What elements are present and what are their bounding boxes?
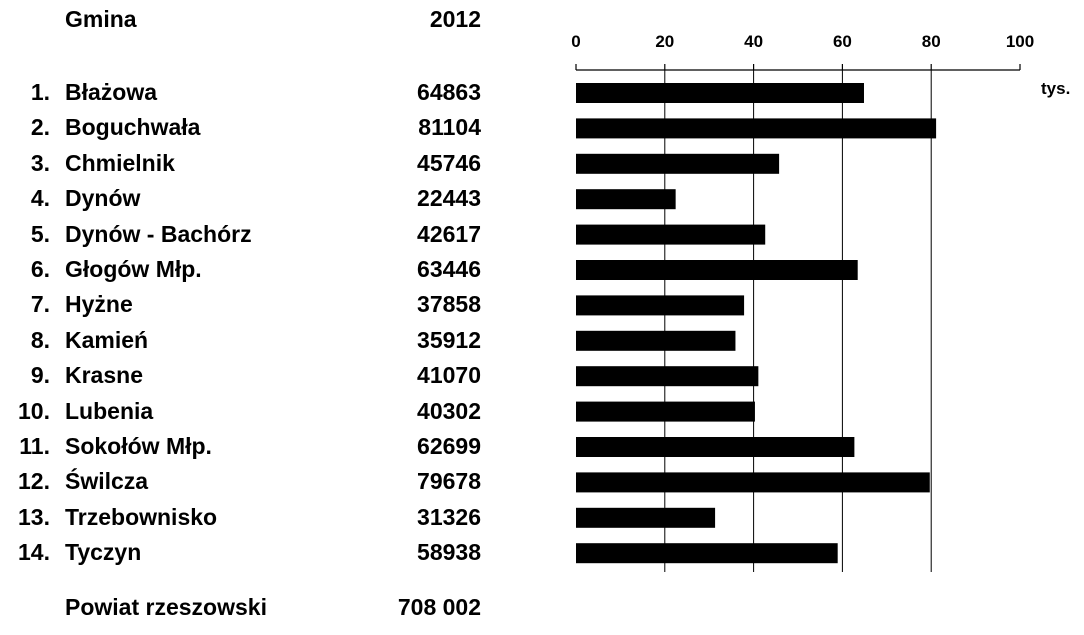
row-value: 35912 [417,326,481,353]
row-value: 42617 [417,220,481,247]
bar [576,401,755,422]
x-tick-label: 0 [571,32,580,51]
bar [576,507,716,528]
row-rank: 5. [30,220,50,247]
row-rank: 14. [18,539,50,566]
row-rank: 12. [18,468,50,495]
row-value: 62699 [417,433,481,459]
row-gmina-name: Głogów Młp. [65,256,202,282]
row-gmina-name: Świlcza [65,468,149,495]
row-rank: 8. [30,326,50,353]
bar [576,83,864,103]
row-gmina-name: Kamień [65,326,149,353]
header-gmina: Gmina [65,6,137,32]
row-rank: 1. [30,79,50,105]
bar [576,118,937,139]
row-rank: 7. [30,291,50,318]
row-value: 58938 [417,539,481,566]
row-value: 45746 [417,149,481,176]
row-rank: 4. [30,185,50,212]
row-value: 63446 [417,256,481,282]
row-value: 22443 [417,185,481,212]
bar [576,330,736,351]
row-gmina-name: Trzebownisko [65,503,218,530]
row-gmina-name: Dynów - Bachórz [65,220,252,247]
bar [576,295,745,316]
bar [576,472,930,493]
row-rank: 9. [30,362,50,389]
row-gmina-name: Lubenia [65,397,154,424]
row-gmina-name: Chmielnik [65,149,175,176]
unit-label: tys. [1041,79,1070,98]
x-tick-label: 100 [1006,32,1034,51]
row-rank: 2. [30,114,50,141]
row-gmina-name: Tyczyn [65,539,142,566]
bar [576,260,858,280]
row-value: 41070 [417,362,481,389]
row-rank: 6. [30,256,50,282]
bar [576,437,855,457]
header-year: 2012 [429,6,481,32]
row-gmina-name: Dynów [65,185,141,212]
bar [576,153,780,174]
bar [576,366,759,387]
row-gmina-name: Krasne [65,362,143,389]
row-rank: 3. [30,149,50,176]
row-gmina-name: Błażowa [65,79,158,105]
row-rank: 13. [18,503,50,530]
total-value: 708 002 [397,594,481,620]
row-value: 40302 [417,397,481,424]
row-rank: 11. [19,433,50,459]
x-tick-label: 20 [655,32,674,51]
row-value: 79678 [417,468,481,495]
bar [576,189,676,210]
row-gmina-name: Hyżne [65,291,133,318]
x-tick-label: 40 [744,32,763,51]
row-value: 81104 [418,114,481,141]
row-value: 64863 [417,79,481,105]
row-gmina-name: Sokołów Młp. [65,433,212,459]
row-gmina-name: Boguchwała [65,114,201,141]
total-label: Powiat rzeszowski [65,594,267,620]
row-value: 31326 [417,503,481,530]
bar [576,543,838,564]
row-rank: 10. [18,397,50,424]
bar [576,224,766,245]
x-tick-label: 80 [922,32,941,51]
x-tick-label: 60 [833,32,852,51]
row-value: 37858 [417,291,481,318]
